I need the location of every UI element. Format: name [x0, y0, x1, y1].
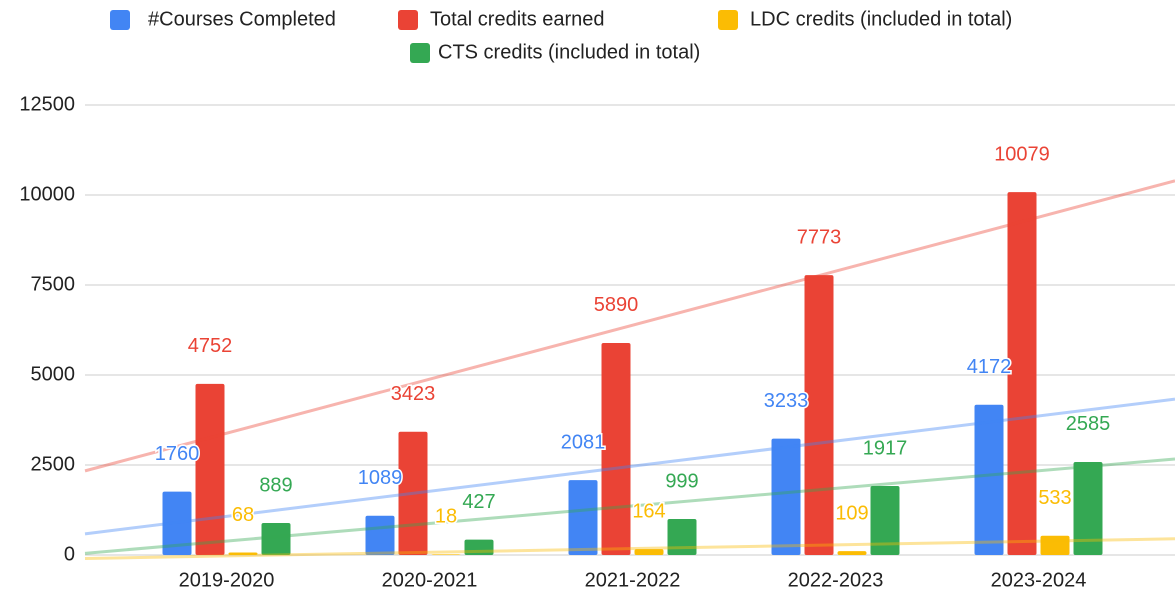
bar: [870, 485, 900, 555]
data-label: 1917: [863, 437, 908, 459]
y-tick-label: 5000: [31, 363, 76, 385]
data-label: 889: [259, 474, 292, 496]
data-label: 2081: [561, 431, 606, 453]
legend-label: #Courses Completed: [148, 8, 336, 30]
trendline: [84, 179, 1175, 473]
x-tick-label: 2021-2022: [585, 569, 681, 591]
trendline: [84, 397, 1175, 536]
bar: [398, 431, 428, 555]
x-tick-label: 2019-2020: [179, 569, 275, 591]
x-tick-label: 2022-2023: [788, 569, 884, 591]
bar: [804, 275, 834, 555]
data-label: 109: [835, 502, 868, 524]
legend-label: CTS credits (included in total): [438, 41, 700, 63]
bar: [601, 342, 631, 555]
data-label: 427: [462, 491, 495, 513]
x-tick-label: 2023-2024: [991, 569, 1087, 591]
legend-label: Total credits earned: [430, 8, 605, 30]
bar: [568, 480, 598, 555]
data-label: 4172: [967, 356, 1012, 378]
legend-swatch: [398, 10, 418, 30]
bar: [771, 438, 801, 555]
bar: [162, 491, 192, 555]
bar: [667, 519, 697, 555]
y-tick-label: 0: [64, 543, 75, 565]
bar: [195, 383, 225, 555]
data-label: 3233: [764, 390, 809, 412]
data-label: 164: [632, 500, 665, 522]
data-label: 5890: [594, 294, 639, 316]
bar: [1007, 192, 1037, 555]
data-label: 18: [435, 506, 457, 528]
data-label: 1760: [155, 443, 200, 465]
trendline: [84, 537, 1175, 560]
bar: [261, 522, 291, 555]
legend-swatch: [410, 43, 430, 63]
data-label: 533: [1038, 487, 1071, 509]
y-tick-label: 2500: [31, 453, 76, 475]
data-label: 3423: [391, 383, 436, 405]
data-label: 7773: [797, 226, 842, 248]
x-tick-label: 2020-2021: [382, 569, 478, 591]
y-tick-label: 12500: [19, 93, 75, 115]
data-label: 1089: [358, 467, 403, 489]
bar: [974, 404, 1004, 555]
bar: [1073, 461, 1103, 555]
bar: [228, 552, 258, 555]
bar: [464, 539, 494, 555]
bar: [837, 551, 867, 555]
legend-label: LDC credits (included in total): [750, 8, 1012, 30]
data-label: 2585: [1066, 413, 1111, 435]
bar: [634, 549, 664, 555]
bar: [365, 515, 395, 555]
data-label: 68: [232, 504, 254, 526]
data-label: 10079: [994, 143, 1050, 165]
y-tick-label: 7500: [31, 273, 76, 295]
trendline: [84, 457, 1175, 555]
legend-swatch: [110, 10, 130, 30]
bar: [1040, 535, 1070, 555]
legend-swatch: [718, 10, 738, 30]
data-label: 4752: [188, 335, 233, 357]
bar: [431, 554, 461, 555]
y-tick-label: 10000: [19, 183, 75, 205]
data-label: 999: [665, 470, 698, 492]
